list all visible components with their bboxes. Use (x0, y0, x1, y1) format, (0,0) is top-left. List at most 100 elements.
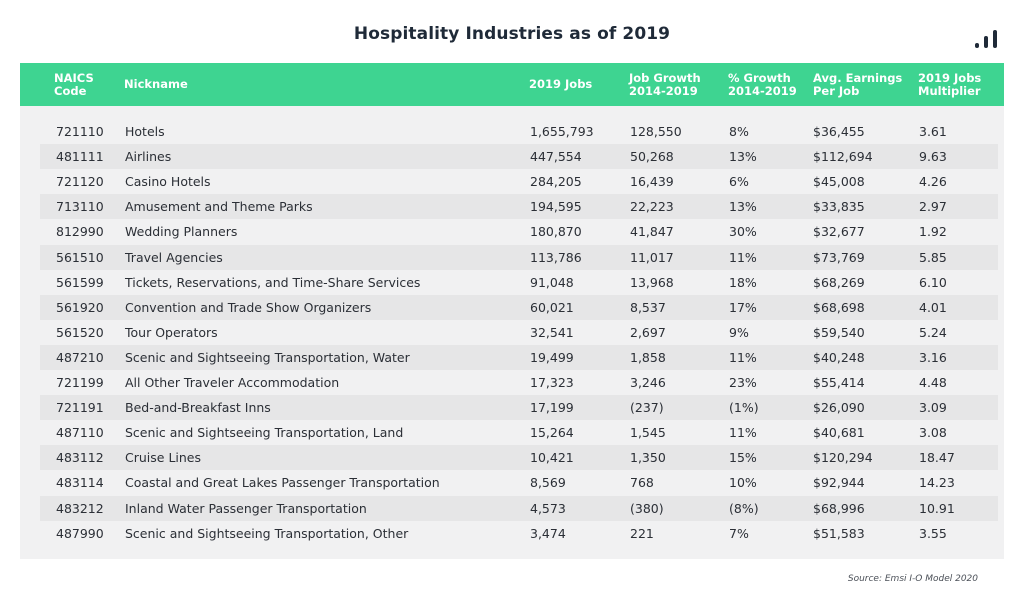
cell-growth: 1,545 (630, 425, 666, 441)
cell-earnings: $45,008 (813, 174, 865, 190)
cell-code: 713110 (56, 199, 104, 215)
cell-pct: 30% (729, 224, 757, 240)
cell-growth: (380) (630, 500, 664, 516)
cell-multiplier: 3.09 (919, 400, 947, 416)
cell-growth: 128,550 (630, 124, 682, 139)
cell-growth: 1,350 (630, 450, 666, 466)
cell-jobs: 113,786 (530, 249, 582, 265)
cell-multiplier: 18.47 (919, 450, 955, 466)
cell-code: 561599 (56, 274, 104, 290)
cell-earnings: $73,769 (813, 249, 865, 265)
cell-growth: 50,268 (630, 149, 674, 165)
table-row: 721199 All Other Traveler Accommodation 17… (40, 370, 998, 395)
table-row: 561510 Travel Agencies 113,786 11,017 11% $73… (40, 244, 998, 270)
table-row: 487990 Scenic and Sightseeing Transportat… (40, 521, 998, 546)
cell-pct: (1%) (729, 400, 759, 416)
cell-nickname: Hotels (125, 124, 165, 139)
cell-code: 487210 (56, 349, 104, 365)
cell-multiplier: 3.08 (919, 425, 947, 441)
cell-nickname: Bed-and-Breakfast Inns (125, 400, 271, 416)
cell-jobs: 447,554 (530, 149, 582, 165)
table-row: 721110 Hotels 1,655,793 128,550 8% $36,455 3.6… (40, 119, 998, 144)
cell-multiplier: 4.26 (919, 174, 947, 190)
cell-growth: 41,847 (630, 224, 674, 240)
table-row: 561920 Convention and Trade Show Organize… (40, 294, 998, 320)
cell-pct: 10% (729, 475, 757, 491)
table-row: 561520 Tour Operators 32,541 2,697 9% $59,540… (40, 320, 998, 345)
cell-multiplier: 1.92 (919, 224, 947, 240)
source-note: Source: Emsi I-O Model 2020 (847, 574, 978, 584)
cell-code: 561510 (56, 249, 104, 265)
cell-jobs: 17,199 (530, 400, 574, 416)
cell-jobs: 8,569 (530, 475, 566, 491)
cell-code: 721120 (56, 174, 104, 190)
column-header-2019-jobs: 2019 Jobs (529, 77, 593, 91)
table-header: NAICS Code Nickname 2019 Jobs Job Growth… (20, 63, 1004, 106)
table-row: 721191 Bed-and-Breakfast Inns 17,199 (237) (… (40, 395, 998, 421)
cell-jobs: 180,870 (530, 224, 582, 240)
cell-nickname: Casino Hotels (125, 174, 211, 190)
cell-code: 481111 (56, 149, 104, 165)
cell-nickname: Inland Water Passenger Transportation (125, 500, 367, 516)
cell-nickname: Tickets, Reservations, and Time-Share Se… (125, 274, 421, 290)
table-row: 483112 Cruise Lines 10,421 1,350 15% $120,294… (40, 445, 998, 471)
cell-code: 483212 (56, 500, 104, 516)
cell-pct: (8%) (729, 500, 759, 516)
cell-multiplier: 14.23 (919, 475, 955, 491)
cell-earnings: $36,455 (813, 124, 865, 139)
cell-earnings: $112,694 (813, 149, 873, 165)
cell-pct: 11% (729, 425, 757, 441)
cell-multiplier: 6.10 (919, 274, 947, 290)
cell-growth: 8,537 (630, 299, 666, 315)
column-header-avg-earnings: Avg. Earnings Per Job (813, 70, 903, 98)
cell-code: 483112 (56, 450, 104, 466)
cell-multiplier: 2.97 (919, 199, 947, 215)
cell-growth: 16,439 (630, 174, 674, 190)
cell-jobs: 194,595 (530, 199, 582, 215)
cell-growth: 221 (630, 525, 654, 541)
cell-growth: 2,697 (630, 324, 666, 340)
page-title: Hospitality Industries as of 2019 (353, 24, 671, 44)
cell-code: 483114 (56, 475, 104, 491)
cell-nickname: Coastal and Great Lakes Passenger Transp… (125, 475, 440, 491)
cell-code: 487990 (56, 525, 104, 541)
table-row: 483212 Inland Water Passenger Transportat… (40, 495, 998, 521)
cell-jobs: 60,021 (530, 299, 574, 315)
table-row: 812990 Wedding Planners 180,870 41,847 30% $3… (40, 219, 998, 244)
table-row: 561599 Tickets, Reservations, and Time-Sh… (40, 270, 998, 295)
table-row: 713110 Amusement and Theme Parks 194,595 22… (40, 194, 998, 220)
cell-code: 721199 (56, 375, 104, 390)
cell-nickname: Cruise Lines (125, 450, 202, 466)
cell-pct: 6% (729, 174, 749, 190)
cell-multiplier: 3.55 (919, 525, 947, 541)
cell-code: 812990 (56, 224, 104, 240)
cell-growth: (237) (630, 400, 664, 416)
cell-multiplier: 9.63 (919, 149, 947, 165)
cell-pct: 23% (729, 375, 757, 390)
bar-chart-logo-icon (975, 26, 1005, 48)
cell-jobs: 19,499 (530, 349, 574, 365)
cell-nickname: Scenic and Sightseeing Transportation, L… (125, 425, 404, 441)
table-row: 721120 Casino Hotels 284,205 16,439 6% $45,00… (40, 169, 998, 194)
cell-pct: 17% (729, 299, 757, 315)
cell-growth: 1,858 (630, 349, 666, 365)
cell-pct: 9% (729, 324, 749, 340)
cell-jobs: 10,421 (530, 450, 574, 466)
cell-earnings: $40,681 (813, 425, 865, 441)
cell-code: 561920 (56, 299, 104, 315)
column-header-pct-growth: % Growth 2014-2019 (728, 70, 797, 98)
cell-jobs: 284,205 (530, 174, 582, 190)
cell-pct: 13% (729, 149, 757, 165)
cell-nickname: Airlines (125, 149, 172, 165)
cell-multiplier: 3.61 (919, 124, 947, 139)
cell-jobs: 1,655,793 (530, 124, 594, 139)
cell-growth: 11,017 (630, 249, 674, 265)
cell-nickname: Wedding Planners (125, 224, 238, 240)
cell-earnings: $51,583 (813, 525, 865, 541)
cell-pct: 18% (729, 274, 757, 290)
cell-pct: 11% (729, 349, 757, 365)
cell-jobs: 4,573 (530, 500, 566, 516)
cell-earnings: $120,294 (813, 450, 873, 466)
cell-pct: 13% (729, 199, 757, 215)
cell-multiplier: 5.85 (919, 249, 947, 265)
